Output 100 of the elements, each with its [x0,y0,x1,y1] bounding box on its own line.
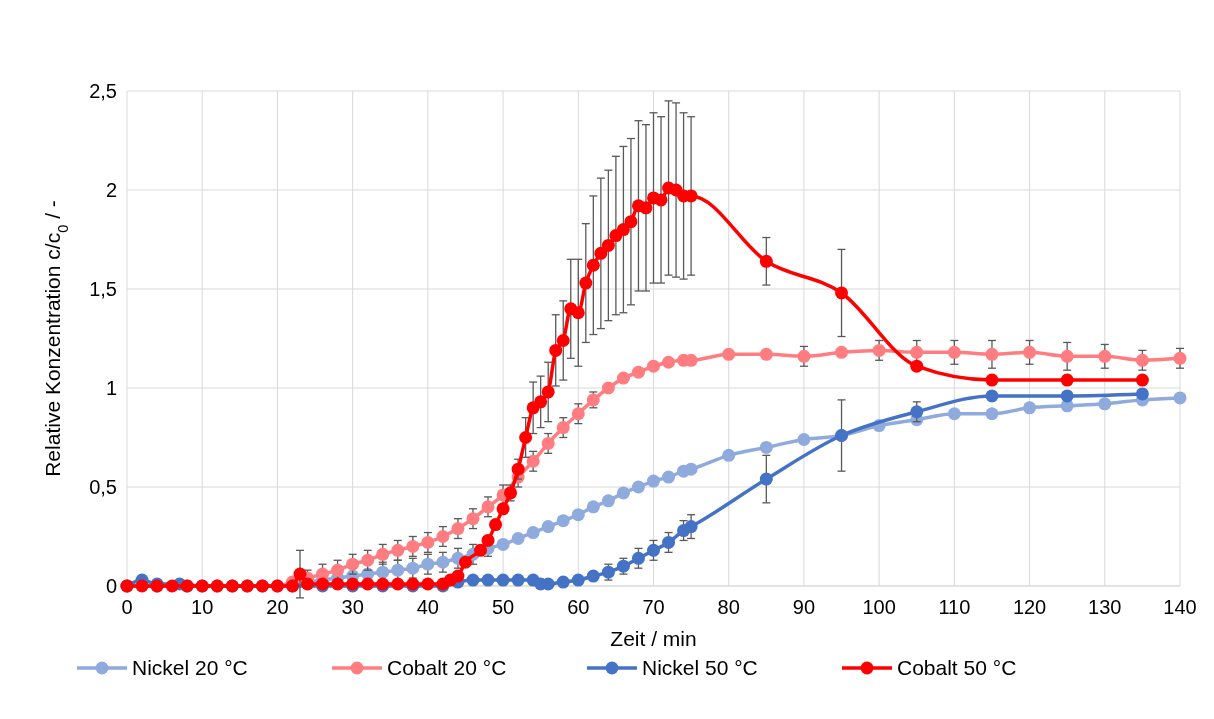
x-tick-label: 0 [121,596,133,618]
x-tick-label: 10 [191,596,214,618]
legend-label: Cobalt 20 °C [387,656,507,680]
point [647,543,660,557]
point [985,407,999,421]
point [541,436,555,450]
point [421,557,435,571]
x-tick-label: 50 [491,596,515,618]
x-tick-label: 60 [567,596,590,618]
x-tick-label: 20 [266,596,289,618]
point [1023,345,1037,359]
point [601,494,615,508]
point [586,569,600,583]
y-tick-label: 0,5 [89,476,117,498]
point [436,530,450,543]
point [684,520,698,534]
point [1173,351,1187,365]
point [835,345,849,359]
point [436,555,450,569]
point [496,537,510,551]
point [406,539,420,553]
point [1060,349,1074,363]
point [910,405,924,419]
point [451,522,465,536]
point [797,349,811,363]
point [1098,349,1112,363]
y-tick-label: 1 [105,377,117,399]
point [1135,353,1149,367]
point [1173,391,1187,405]
point [759,440,773,454]
point [662,355,676,369]
point [391,563,405,577]
y-tick-label: 0 [105,575,117,597]
point [1060,389,1074,403]
x-tick-label: 90 [792,596,816,618]
x-tick-label: 140 [1163,596,1197,618]
point [556,575,570,589]
point [556,514,570,528]
y-tick-label: 1,5 [89,278,117,300]
point [872,343,886,357]
point [571,407,585,421]
point [421,535,435,549]
point [631,365,645,379]
point [556,421,570,435]
point [541,520,555,534]
legend-label: Cobalt 50 °C [897,656,1017,680]
point [376,565,390,579]
x-tick-label: 100 [862,596,896,618]
point [631,480,645,494]
point [466,512,480,526]
x-tick-label: 30 [341,596,364,618]
point [571,508,585,522]
point [586,500,600,514]
point [910,345,924,359]
point [601,381,615,395]
point [797,432,811,446]
point [481,500,495,514]
y-tick-label: 2,5 [89,80,117,102]
x-tick-label: 40 [416,596,439,618]
point [684,462,698,476]
point [722,448,736,462]
point [1135,387,1149,401]
point [361,553,375,567]
legend-label: Nickel 50 °C [642,656,758,680]
point [947,407,961,421]
point [662,535,676,549]
point [616,371,630,385]
point [331,563,345,577]
point [759,347,773,361]
x-tick-label: 120 [1012,596,1047,618]
point [511,573,525,587]
point [631,551,645,565]
y-tick-label: 2 [105,179,117,201]
point [616,486,630,500]
point [511,531,525,545]
point [526,526,540,540]
point [947,345,961,359]
x-axis-title: Zeit / min [610,627,697,650]
point [526,454,540,468]
point [1098,397,1112,411]
point [391,543,405,557]
point [496,573,510,587]
point [466,573,480,587]
point [662,470,676,484]
legend-label: Nickel 20 °C [132,656,248,680]
point [346,557,360,571]
point [1023,401,1037,415]
point [722,347,736,361]
point [376,547,390,561]
point [571,573,585,587]
x-tick-label: 80 [717,596,740,618]
point [985,347,999,361]
point [759,472,773,486]
x-tick-label: 130 [1088,596,1122,618]
point [647,359,660,373]
x-tick-label: 110 [938,596,971,618]
point [481,573,495,587]
point [985,389,999,403]
x-tick-label: 70 [642,596,665,618]
point [647,474,660,488]
